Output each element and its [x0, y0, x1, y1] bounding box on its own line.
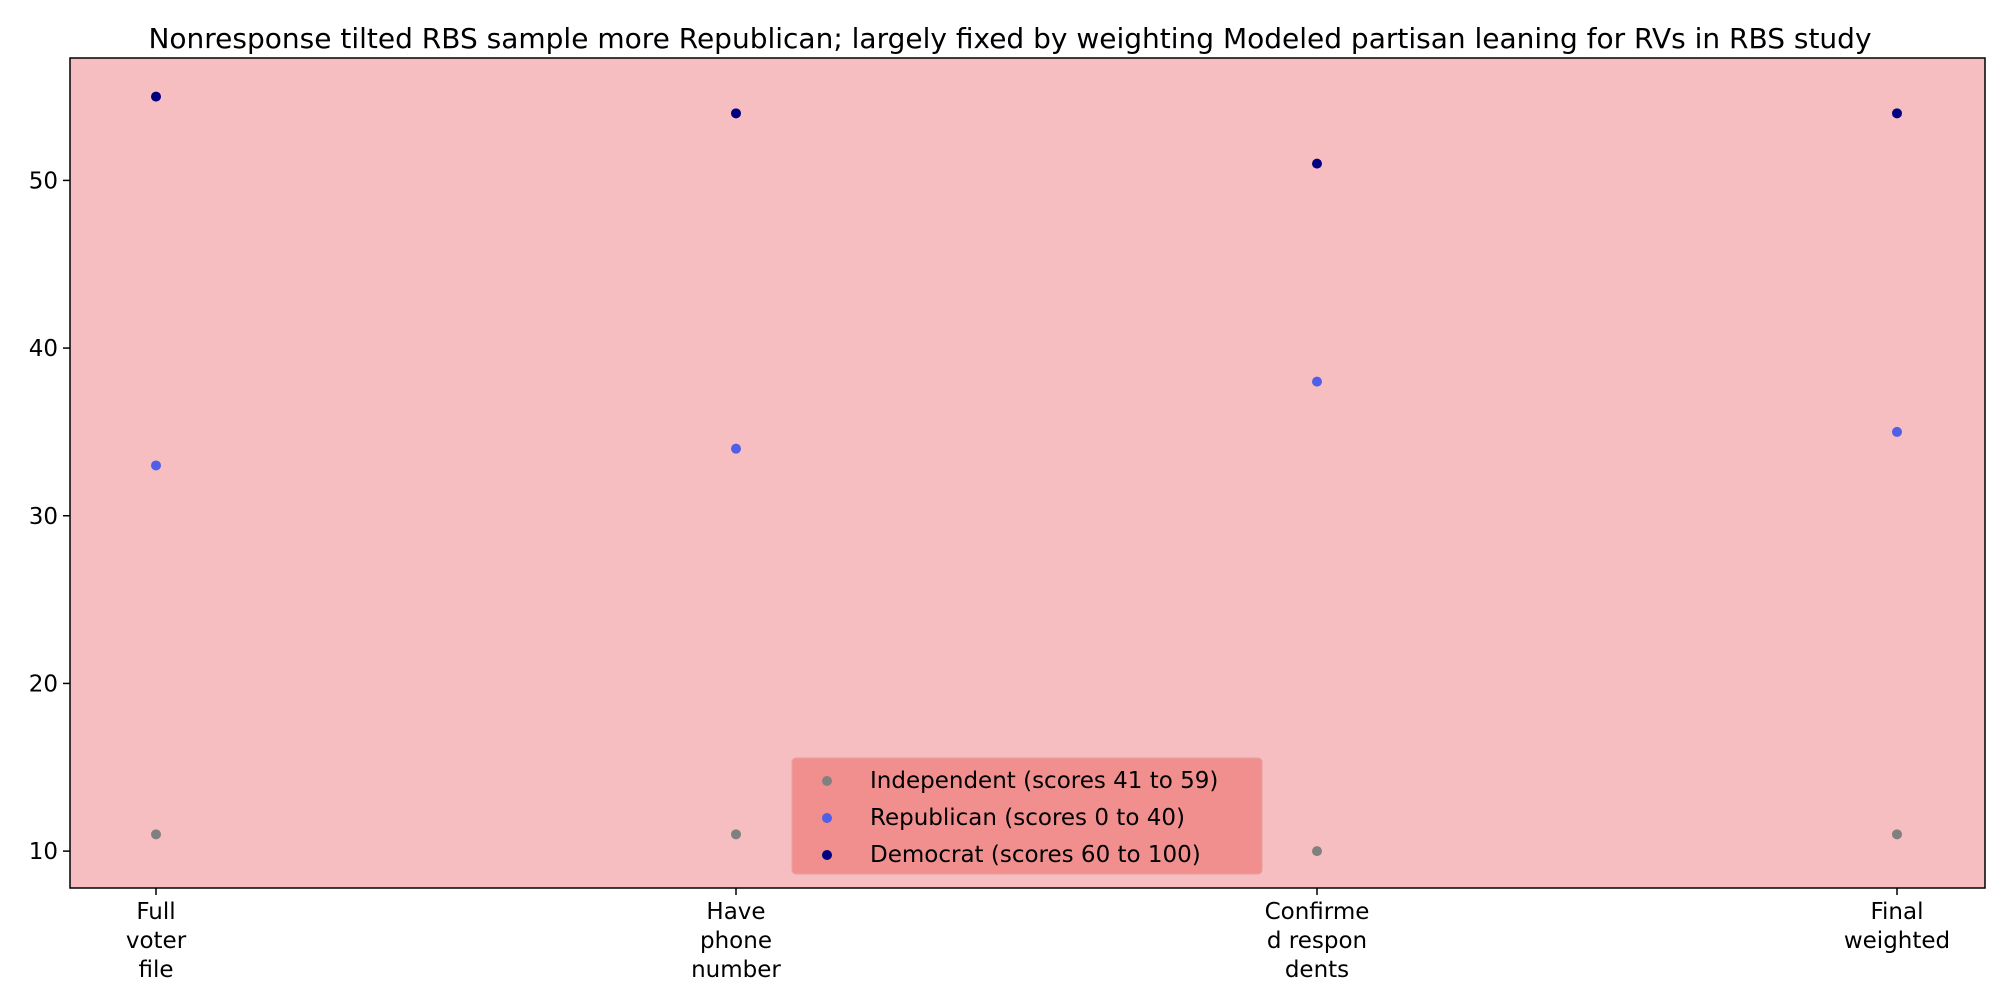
x-tick-label-line: d respon [1267, 928, 1367, 954]
y-tick-label: 10 [29, 839, 58, 865]
legend-marker [822, 850, 832, 860]
y-axis: 10 20 30 40 50 [29, 168, 70, 865]
chart-title: Nonresponse tilted RBS sample more Repub… [148, 22, 1871, 55]
data-point [151, 460, 161, 471]
data-point [1892, 426, 1902, 437]
legend-marker [822, 813, 832, 823]
x-tick-label-line: Final [1870, 899, 1923, 925]
data-point [151, 829, 161, 840]
x-axis: Full voter file Have phone number Confirme d re… [126, 888, 1950, 983]
y-tick-label: 40 [29, 336, 58, 362]
data-point [731, 829, 741, 840]
x-tick-label-line: Have [706, 899, 765, 925]
data-point [1312, 376, 1322, 387]
legend-box [791, 757, 1263, 875]
x-tick-label-line: number [691, 957, 781, 983]
data-point [1312, 158, 1322, 169]
data-point [731, 108, 741, 119]
legend-label: Democrat (scores 60 to 100) [870, 842, 1201, 868]
data-point [1892, 108, 1902, 119]
y-tick-label: 20 [29, 671, 58, 697]
x-tick-label: Confirme d respon dents [1265, 899, 1370, 983]
data-point [151, 91, 161, 102]
plot-area [69, 57, 1986, 889]
x-tick-label-line: file [138, 957, 173, 983]
x-tick-label: Have phone number [691, 899, 781, 983]
x-tick-label-line: voter [126, 928, 187, 954]
legend-marker [822, 776, 832, 786]
x-tick-label-line: Confirme [1265, 899, 1370, 925]
legend-label: Independent (scores 41 to 59) [870, 768, 1218, 794]
x-tick-label-line: weighted [1844, 928, 1950, 954]
x-tick-label: Full voter file [126, 899, 187, 983]
y-tick-label: 30 [29, 504, 58, 530]
legend-label: Republican (scores 0 to 40) [870, 805, 1185, 831]
x-tick-label-line: phone [700, 928, 772, 954]
y-tick-label: 50 [29, 168, 58, 194]
data-point [1892, 829, 1902, 840]
x-tick-label-line: Full [136, 899, 175, 925]
x-tick-label: Final weighted [1844, 899, 1950, 954]
data-points [151, 91, 1902, 857]
data-point [731, 443, 741, 454]
legend: Independent (scores 41 to 59) Republican … [791, 757, 1263, 875]
data-point [1312, 846, 1322, 857]
x-tick-label-line: dents [1285, 957, 1349, 983]
